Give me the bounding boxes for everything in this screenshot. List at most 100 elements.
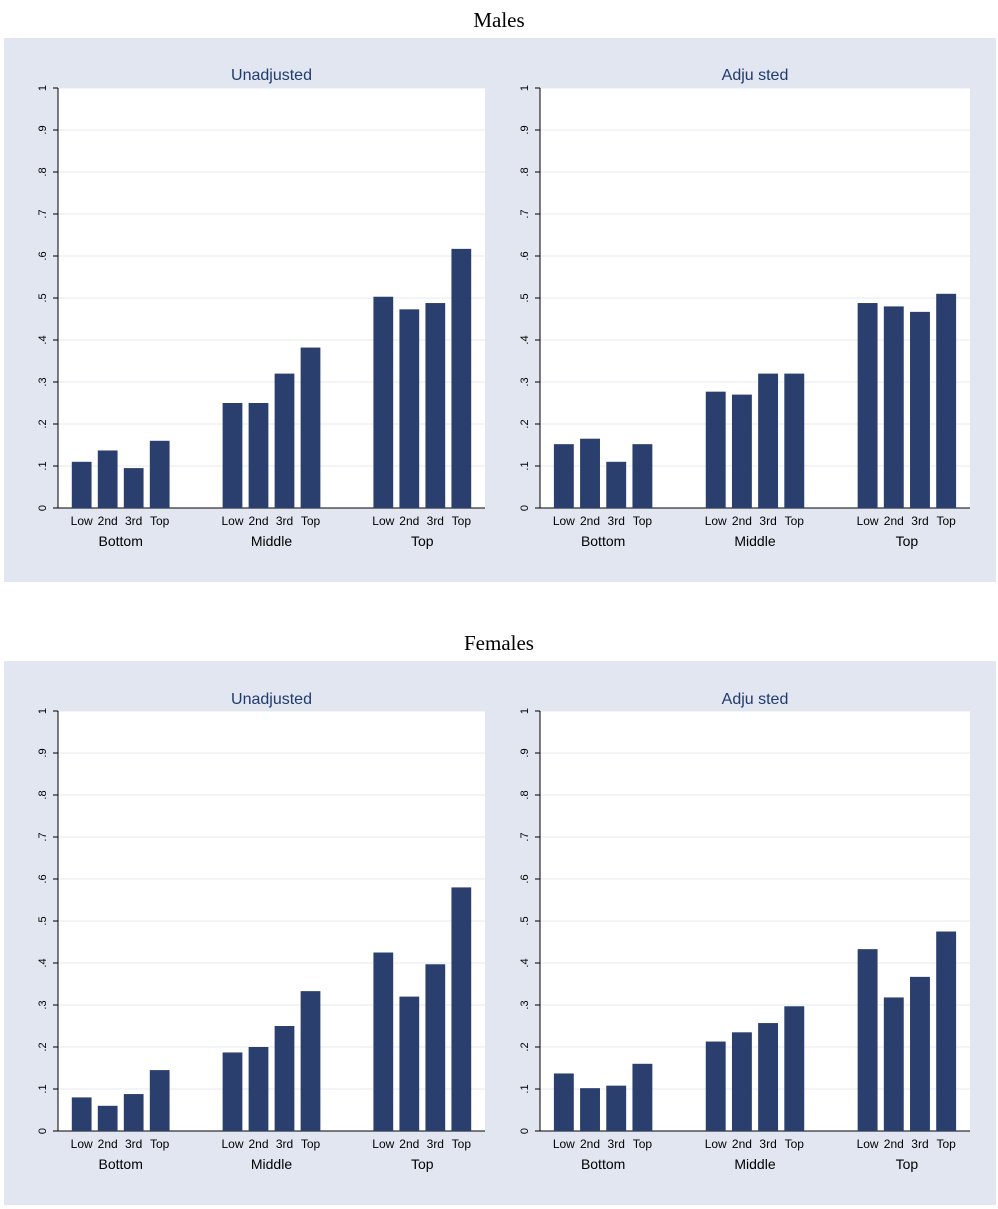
x-category-label: Top xyxy=(633,1137,653,1151)
males-section-title: Males xyxy=(473,8,525,32)
bar-bottom-3rd xyxy=(606,461,627,508)
bar-top-top xyxy=(936,293,957,508)
bar-bottom-top xyxy=(149,440,170,508)
x-category-label: 3rd xyxy=(608,514,625,528)
y-tick-label: .7 xyxy=(37,832,49,841)
bar-top-3rd xyxy=(425,964,446,1131)
y-tick-label: 0 xyxy=(37,505,49,511)
x-category-label: 3rd xyxy=(125,1137,142,1151)
x-category-label: Top xyxy=(785,1137,805,1151)
x-group-label: Bottom xyxy=(99,1156,143,1172)
x-category-label: Low xyxy=(705,514,727,528)
y-tick-label: .3 xyxy=(37,1000,49,1009)
y-tick-label: 1 xyxy=(37,708,49,714)
x-group-label: Middle xyxy=(734,1156,775,1172)
bar-bottom-top xyxy=(149,1070,170,1131)
y-tick-label: 0 xyxy=(519,505,531,511)
x-category-label: Low xyxy=(71,1137,93,1151)
bar-middle-3rd xyxy=(274,373,295,508)
bar-top-low xyxy=(857,303,878,508)
x-category-label: Top xyxy=(150,1137,170,1151)
x-group-label: Top xyxy=(411,1156,434,1172)
y-tick-label: .6 xyxy=(519,874,531,883)
x-category-label: 2nd xyxy=(732,514,752,528)
y-tick-label: .7 xyxy=(37,209,49,218)
x-category-label: 3rd xyxy=(427,1137,444,1151)
bar-top-top xyxy=(936,931,957,1131)
y-tick-label: .5 xyxy=(519,293,531,302)
y-tick-label: .1 xyxy=(37,1084,49,1093)
bar-top-2nd xyxy=(883,306,904,508)
y-tick-label: .3 xyxy=(519,1000,531,1009)
x-category-label: Low xyxy=(71,514,93,528)
x-category-label: 3rd xyxy=(125,514,142,528)
x-category-label: 2nd xyxy=(98,1137,118,1151)
x-category-label: 2nd xyxy=(248,514,268,528)
x-category-label: Top xyxy=(936,1137,956,1151)
x-group-label: Top xyxy=(896,533,919,549)
y-tick-label: 0 xyxy=(37,1128,49,1134)
bar-top-low xyxy=(373,952,394,1131)
x-category-label: 3rd xyxy=(911,514,928,528)
panel-title: Adju sted xyxy=(722,691,789,708)
x-category-label: 2nd xyxy=(580,1137,600,1151)
x-group-label: Bottom xyxy=(581,1156,625,1172)
y-tick-label: .8 xyxy=(37,790,49,799)
bar-top-low xyxy=(857,949,878,1131)
bar-middle-top xyxy=(300,991,321,1131)
x-category-label: Low xyxy=(857,514,879,528)
bar-bottom-3rd xyxy=(123,468,144,508)
bar-bottom-low xyxy=(71,461,92,508)
bar-top-2nd xyxy=(883,997,904,1131)
bar-middle-low xyxy=(222,1052,243,1131)
x-category-label: 3rd xyxy=(759,1137,776,1151)
x-group-label: Middle xyxy=(734,533,775,549)
y-tick-label: .4 xyxy=(37,958,49,967)
y-tick-label: .8 xyxy=(37,167,49,176)
x-group-label: Middle xyxy=(251,1156,292,1172)
y-tick-label: .1 xyxy=(519,461,531,470)
bar-bottom-3rd xyxy=(123,1094,144,1131)
bar-middle-3rd xyxy=(274,1026,295,1131)
y-tick-label: .9 xyxy=(519,125,531,134)
bar-middle-low xyxy=(705,391,726,508)
bar-top-3rd xyxy=(910,976,930,1131)
y-tick-label: .9 xyxy=(519,748,531,757)
x-category-label: 2nd xyxy=(884,514,904,528)
bar-bottom-low xyxy=(553,444,574,508)
bar-bottom-2nd xyxy=(97,1105,118,1131)
y-tick-label: .4 xyxy=(519,958,531,967)
bar-middle-top xyxy=(784,373,805,508)
bar-bottom-top xyxy=(632,1063,653,1131)
y-tick-label: .4 xyxy=(37,335,49,344)
bar-middle-low xyxy=(705,1041,726,1131)
y-tick-label: .9 xyxy=(37,125,49,134)
y-tick-label: .9 xyxy=(37,748,49,757)
x-category-label: Low xyxy=(857,1137,879,1151)
x-group-label: Middle xyxy=(251,533,292,549)
x-category-label: Top xyxy=(301,514,321,528)
bar-middle-3rd xyxy=(758,1023,779,1131)
y-tick-label: .2 xyxy=(37,419,49,428)
x-group-label: Top xyxy=(896,1156,919,1172)
x-category-label: Low xyxy=(221,514,243,528)
x-group-label: Bottom xyxy=(99,533,143,549)
bar-top-low xyxy=(373,296,394,508)
x-category-label: 2nd xyxy=(399,1137,419,1151)
x-group-label: Bottom xyxy=(581,533,625,549)
y-tick-label: .7 xyxy=(519,832,531,841)
x-category-label: Low xyxy=(705,1137,727,1151)
x-category-label: Top xyxy=(452,514,472,528)
bar-top-top xyxy=(451,248,472,509)
bar-top-3rd xyxy=(910,311,930,508)
x-category-label: 3rd xyxy=(427,514,444,528)
y-tick-label: .3 xyxy=(519,377,531,386)
y-tick-label: .2 xyxy=(519,419,531,428)
x-group-label: Top xyxy=(411,533,434,549)
bar-bottom-3rd xyxy=(606,1085,627,1131)
y-tick-label: .4 xyxy=(519,335,531,344)
bar-middle-top xyxy=(300,347,321,508)
bar-middle-top xyxy=(784,1006,805,1131)
females-section-title: Females xyxy=(464,631,534,655)
